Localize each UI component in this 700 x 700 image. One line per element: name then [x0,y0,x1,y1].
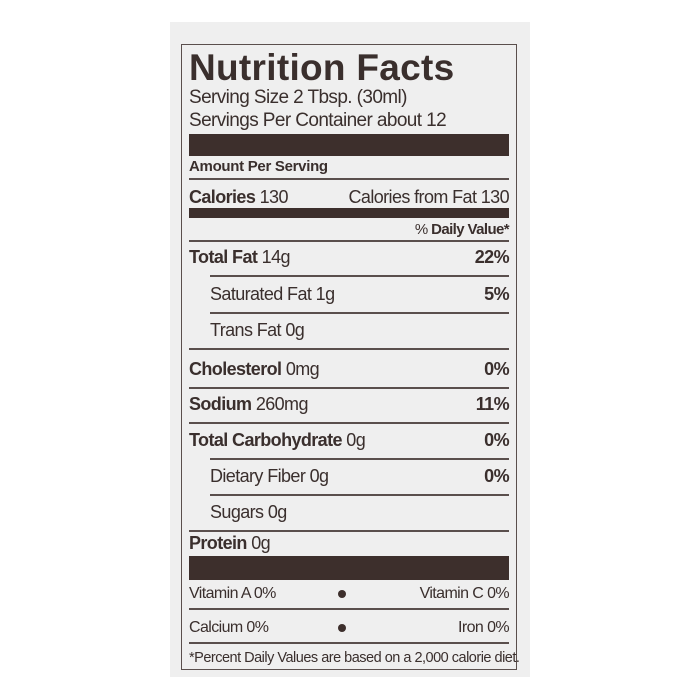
nutrient-amount: 0g [309,466,329,486]
label-title: Nutrition Facts [189,47,455,88]
nutrient-label: Trans Fat [210,320,282,340]
serving-size: Serving Size 2 Tbsp. (30ml) [189,87,407,108]
divider [189,608,509,610]
nutrient-amount: 1g [315,284,335,304]
divider [189,348,509,350]
calories-row: Calories 130 Calories from Fat 130 [189,186,510,208]
servings-per-container: Servings Per Container about 12 [189,110,447,131]
mineral-row: Calcium 0% Iron 0% [189,618,510,638]
divider [210,458,509,460]
divider [189,642,509,644]
nutrient-row: Sugars 0g [210,501,509,523]
nutrient-label: Dietary Fiber [210,466,306,486]
nutrient-label: Saturated Fat [210,284,312,304]
nutrient-amount: 0mg [285,359,320,379]
bullet-icon [338,590,346,598]
divider [189,387,509,389]
nutrient-amount: 14g [261,247,291,267]
daily-value-label: Daily Value* [431,221,509,238]
nutrient-row: Sodium 260mg 11% [189,393,510,415]
nutrient-row: Cholesterol 0mg 0% [189,358,510,380]
thick-divider [189,556,509,580]
calories-from-fat: Calories from Fat 130 [348,187,510,207]
calories-value: 130 [259,187,289,207]
divider [210,275,509,277]
nutrient-row: Saturated Fat 1g 5% [210,283,510,305]
nutrient-label: Total Fat [189,247,258,267]
bullet-icon [338,624,346,632]
nutrient-amount: 0g [267,502,287,522]
calories-label: Calories [189,187,256,207]
nutrient-daily-value: 11% [475,394,510,414]
divider [189,422,509,424]
medium-divider [189,208,509,218]
nutrition-label-border [181,44,517,670]
nutrient-amount: 0g [346,430,366,450]
iron: Iron 0% [458,619,510,636]
vitamin-c: Vitamin C 0% [419,585,510,602]
nutrient-label: Protein [189,533,247,553]
amount-per-serving: Amount Per Serving [189,158,328,175]
nutrient-amount: 0g [285,320,305,340]
nutrient-row: Total Fat 14g 22% [189,246,510,268]
nutrient-label: Sugars [210,502,264,522]
divider [210,312,509,314]
nutrient-label: Total Carbohydrate [189,430,342,450]
nutrient-label: Sodium [189,394,252,414]
footnote: *Percent Daily Values are based on a 2,0… [189,650,520,666]
nutrient-daily-value: 0% [484,466,509,486]
nutrient-daily-value: 0% [484,430,509,450]
nutrient-daily-value: 0% [484,359,509,379]
divider [189,178,509,180]
nutrient-row: Dietary Fiber 0g 0% [210,465,510,487]
percent-sign: % [414,221,432,238]
thick-divider [189,134,509,156]
nutrient-amount: 0g [251,533,271,553]
nutrient-label: Cholesterol [189,359,282,379]
vitamin-a: Vitamin A 0% [189,585,276,602]
divider [189,530,509,532]
nutrient-daily-value: 22% [474,247,510,267]
calcium: Calcium 0% [189,619,269,636]
daily-value-header: % Daily Value* [189,219,510,241]
divider [189,240,509,242]
divider [210,494,509,496]
nutrient-row: Trans Fat 0g [210,319,509,341]
nutrient-daily-value: 5% [484,284,509,304]
nutrient-amount: 260mg [255,394,309,414]
nutrient-row: Protein 0g [189,532,509,554]
nutrient-row: Total Carbohydrate 0g 0% [189,429,510,451]
vitamin-row: Vitamin A 0% Vitamin C 0% [189,584,510,604]
